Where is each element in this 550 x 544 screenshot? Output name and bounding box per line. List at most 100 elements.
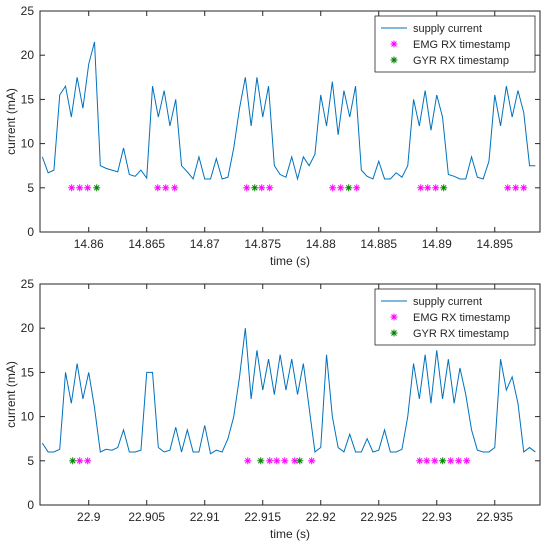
marker-stroke: [504, 184, 511, 191]
subplot: 0 5 10 15 20 25 14.86 14.865 14.87 14.875 14.88 14.…: [4, 4, 541, 268]
marker-stroke: [512, 184, 519, 191]
x-tick-label: 14.895: [476, 237, 513, 251]
asterisk-marker: [390, 56, 398, 64]
asterisk-marker: [266, 457, 274, 465]
asterisk-marker: [84, 184, 92, 192]
y-axis-label: current (mA): [4, 361, 18, 428]
axes-box: [39, 283, 541, 506]
marker-stroke: [391, 330, 397, 336]
asterisk-marker: [520, 184, 528, 192]
legend-label: EMG RX timestamp: [413, 312, 510, 324]
marker-stroke: [416, 457, 423, 464]
marker-stroke: [273, 457, 280, 464]
legend: supply current EMG RX timestamp GYR RX tim…: [374, 15, 536, 73]
asterisk-marker: [512, 184, 520, 192]
marker-stroke: [447, 457, 454, 464]
x-tick-label: 14.865: [128, 237, 165, 251]
legend-box: [374, 15, 536, 73]
asterisk-marker: [258, 184, 266, 192]
axes-box: [39, 10, 541, 233]
y-tick-label: 20: [21, 48, 35, 62]
asterisk-marker: [416, 457, 424, 465]
x-tick-label: 14.87: [190, 237, 220, 251]
current-line: [41, 328, 536, 455]
asterisk-marker: [463, 457, 471, 465]
legend-label: supply current: [413, 23, 482, 35]
asterisk-marker: [345, 184, 353, 192]
asterisk-marker: [417, 184, 425, 192]
marker-stroke: [296, 457, 303, 464]
marker-stroke: [520, 184, 527, 191]
marker-stroke: [391, 57, 397, 63]
marker-stroke: [440, 184, 447, 191]
legend-label: EMG RX timestamp: [413, 39, 510, 51]
marker-stroke: [463, 457, 470, 464]
y-axis-label: current (mA): [4, 88, 18, 155]
asterisk-marker: [266, 184, 274, 192]
asterisk-marker: [93, 184, 101, 192]
y-tick-label: 0: [27, 498, 34, 512]
asterisk-marker: [76, 184, 84, 192]
asterisk-marker: [244, 457, 252, 465]
asterisk-marker: [69, 457, 77, 465]
x-tick-label: 14.89: [422, 237, 452, 251]
legend: supply current EMG RX timestamp GYR RX tim…: [374, 288, 536, 346]
x-tick-label: 22.93: [422, 510, 452, 524]
marker-stroke: [345, 184, 352, 191]
x-tick-label: 22.925: [360, 510, 397, 524]
marker-stroke: [291, 457, 298, 464]
marker-stroke: [431, 457, 438, 464]
marker-stroke: [423, 457, 430, 464]
asterisk-marker: [424, 184, 432, 192]
asterisk-marker: [281, 457, 289, 465]
marker-stroke: [154, 184, 161, 191]
marker-stroke: [84, 184, 91, 191]
marker-stroke: [257, 457, 264, 464]
x-tick-label: 14.875: [244, 237, 281, 251]
marker-stroke: [308, 457, 315, 464]
marker-stroke: [266, 184, 273, 191]
y-tick-label: 10: [21, 137, 35, 151]
asterisk-marker: [273, 457, 281, 465]
asterisk-marker: [76, 457, 84, 465]
marker-stroke: [243, 184, 250, 191]
asterisk-marker: [390, 313, 398, 321]
asterisk-marker: [455, 457, 463, 465]
asterisk-marker: [251, 184, 259, 192]
marker-stroke: [76, 457, 83, 464]
x-tick-label: 14.885: [360, 237, 397, 251]
x-tick-label: 14.88: [306, 237, 336, 251]
marker-stroke: [417, 184, 424, 191]
x-tick-label: 22.91: [190, 510, 220, 524]
asterisk-marker: [68, 184, 76, 192]
x-tick-label: 22.915: [244, 510, 281, 524]
marker-stroke: [162, 184, 169, 191]
y-tick-label: 25: [21, 4, 35, 18]
legend-label: GYR RX timestamp: [413, 328, 509, 340]
asterisk-marker: [154, 184, 162, 192]
legend-label: GYR RX timestamp: [413, 55, 509, 67]
asterisk-marker: [423, 457, 431, 465]
asterisk-marker: [296, 457, 304, 465]
marker-stroke: [171, 184, 178, 191]
marker-stroke: [69, 457, 76, 464]
asterisk-marker: [243, 184, 251, 192]
marker-stroke: [68, 184, 75, 191]
x-tick-label: 22.905: [128, 510, 165, 524]
marker-stroke: [251, 184, 258, 191]
asterisk-marker: [353, 184, 361, 192]
asterisk-marker: [390, 40, 398, 48]
marker-stroke: [439, 457, 446, 464]
y-tick-label: 25: [21, 277, 35, 291]
y-tick-label: 0: [27, 225, 34, 239]
asterisk-marker: [504, 184, 512, 192]
marker-stroke: [329, 184, 336, 191]
marker-stroke: [266, 457, 273, 464]
x-tick-label: 22.935: [476, 510, 513, 524]
marker-stroke: [84, 457, 91, 464]
asterisk-marker: [431, 457, 439, 465]
asterisk-marker: [171, 184, 179, 192]
marker-stroke: [391, 314, 397, 320]
y-tick-label: 15: [21, 365, 35, 379]
